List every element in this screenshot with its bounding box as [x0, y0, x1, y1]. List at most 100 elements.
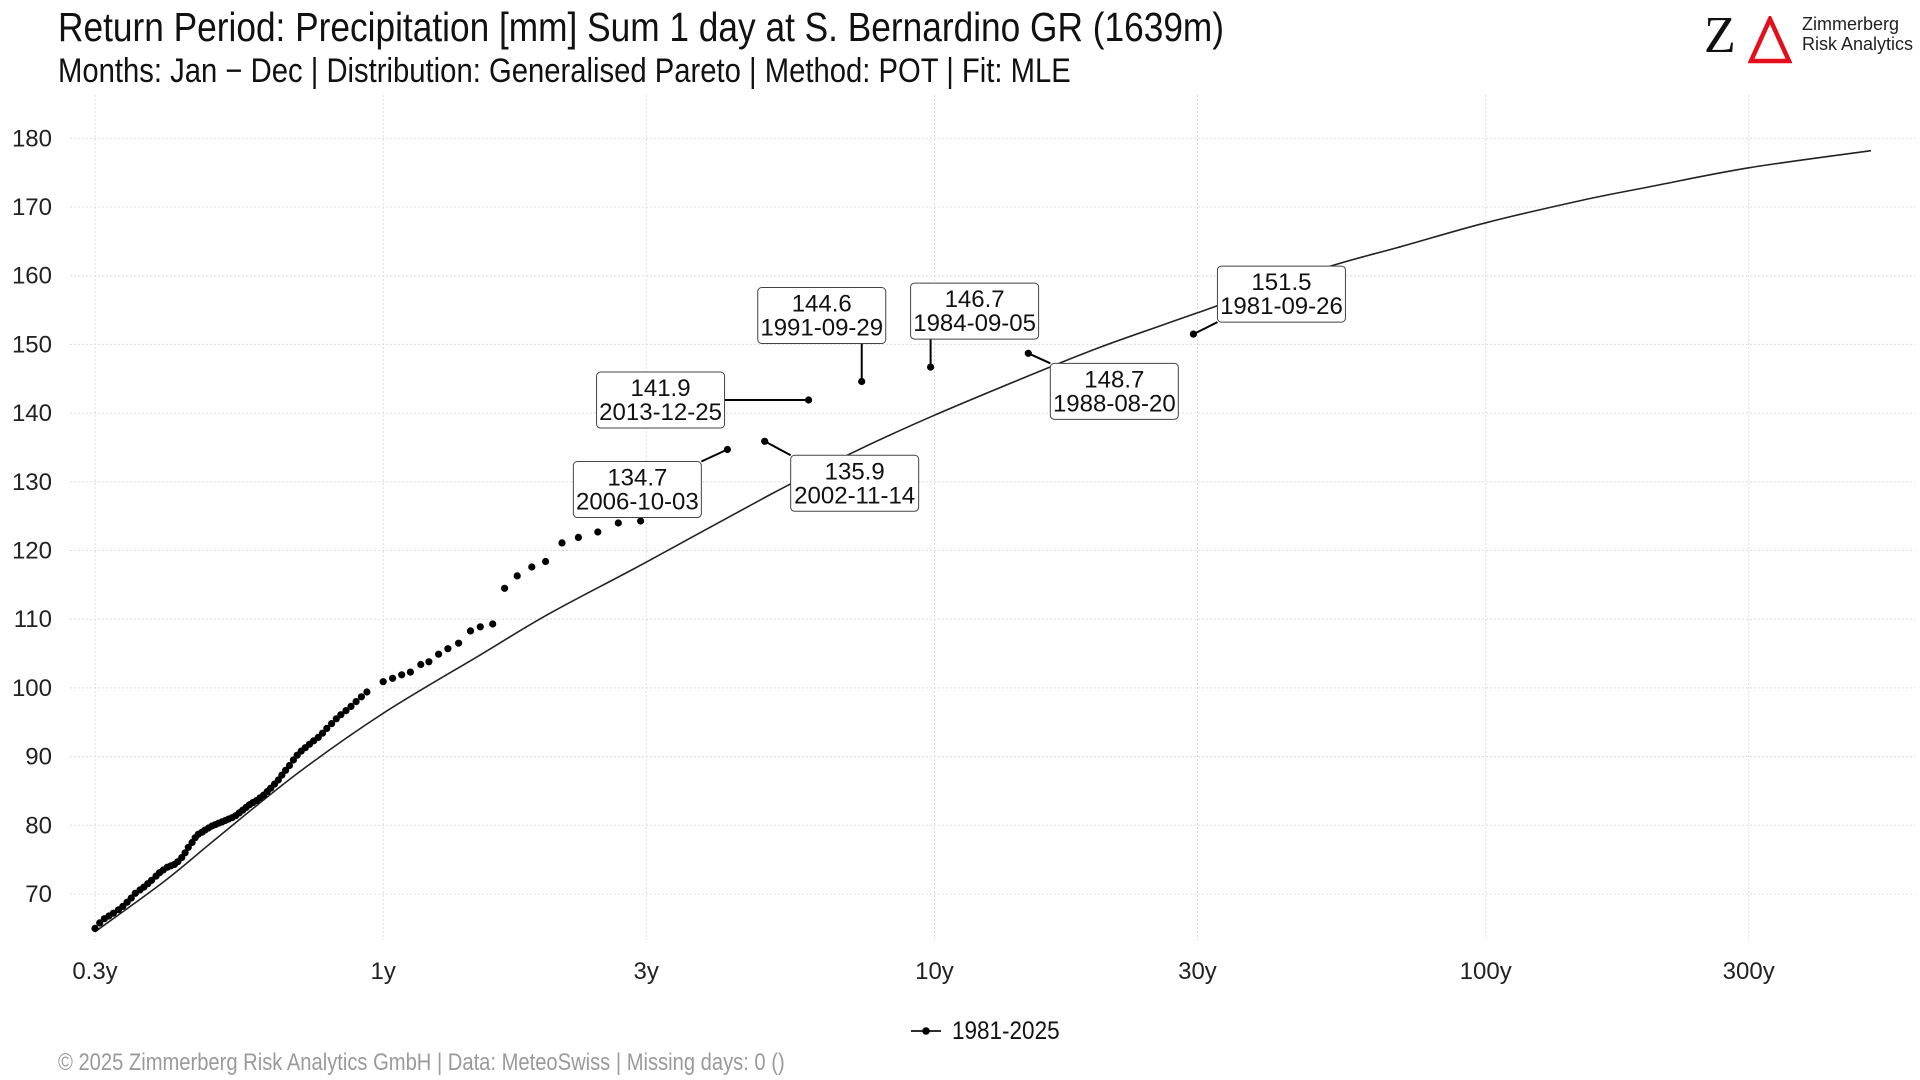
annotation-box — [1049, 362, 1179, 420]
annotation-leader — [764, 440, 792, 457]
data-point — [406, 668, 414, 676]
annotation-box — [596, 371, 726, 429]
annotation-date: 2002-11-14 — [794, 482, 915, 509]
data-point — [594, 528, 602, 536]
data-point — [282, 766, 290, 774]
data-point — [858, 377, 866, 386]
x-tick-label: 10y — [915, 958, 954, 985]
data-point — [805, 396, 813, 404]
legend-key-icon — [911, 1027, 941, 1035]
annotation-value: 141.9 — [631, 375, 691, 402]
data-point — [184, 843, 192, 851]
data-point — [323, 724, 331, 733]
annotation-date: 2013-12-25 — [599, 399, 722, 426]
annotation-leaders — [700, 321, 1218, 463]
data-point — [352, 698, 360, 706]
annotation-value: 148.7 — [1084, 366, 1144, 393]
data-point — [357, 693, 365, 701]
y-tick-label: 160 — [12, 263, 52, 290]
data-point — [466, 627, 475, 635]
y-tick-label: 170 — [12, 194, 52, 221]
grid — [70, 95, 1915, 940]
annotation-value: 134.7 — [607, 465, 667, 492]
data-point — [927, 363, 935, 371]
data-point — [342, 707, 350, 715]
data-point — [328, 720, 336, 728]
data-point — [501, 584, 509, 592]
annotation-leader — [1027, 352, 1051, 365]
data-point — [542, 557, 550, 566]
chart-subtitle: Months: Jan − Dec | Distribution: Genera… — [58, 52, 1071, 90]
x-axis-ticks: 0.3y 1y 3y 10y 30y 100y 300y — [72, 958, 1774, 985]
x-tick-label: 3y — [634, 958, 659, 985]
data-point — [417, 660, 425, 669]
data-point — [558, 539, 566, 547]
x-tick-label: 300y — [1723, 958, 1775, 985]
data-point — [425, 658, 433, 666]
data-point — [455, 639, 463, 647]
y-axis-ticks: 70 80 90 100 110 120 130 140 150 160 170 180 — [12, 125, 52, 908]
annotation-date: 1991-09-29 — [760, 314, 883, 341]
data-point — [476, 623, 484, 631]
x-tick-label: 100y — [1460, 958, 1512, 985]
y-tick-label: 150 — [12, 331, 52, 358]
x-tick-label: 30y — [1178, 958, 1217, 985]
annotation-value: 144.6 — [792, 290, 852, 317]
data-points — [91, 330, 1197, 933]
data-point — [435, 650, 443, 658]
data-point — [574, 533, 583, 542]
logo-delta-icon — [1748, 16, 1792, 64]
annotation-date: 1981-09-26 — [1220, 293, 1343, 320]
data-point — [337, 711, 345, 719]
data-point — [398, 671, 406, 679]
y-tick-label: 100 — [12, 675, 52, 702]
data-point — [332, 715, 340, 723]
y-tick-label: 90 — [25, 744, 52, 771]
data-point — [318, 729, 327, 737]
fitted-curve — [94, 149, 1872, 933]
data-point — [289, 756, 297, 764]
x-tick-label: 0.3y — [72, 958, 117, 985]
data-point — [513, 572, 521, 580]
y-tick-label: 80 — [25, 812, 52, 839]
data-point — [614, 519, 622, 527]
y-tick-label: 180 — [12, 125, 52, 152]
y-tick-label: 110 — [14, 606, 52, 633]
legend-label: 1981-2025 — [952, 1016, 1060, 1045]
annotation-box — [790, 454, 920, 512]
annotation-date: 1984-09-05 — [913, 310, 1036, 337]
data-point — [761, 437, 769, 445]
zimmerberg-logo: Z Zimmerberg Risk Analytics — [1704, 8, 1913, 64]
annotation-box — [1216, 265, 1346, 323]
data-point — [109, 909, 117, 917]
data-point — [96, 919, 104, 927]
logo-z-glyph: Z — [1704, 7, 1736, 64]
data-point — [127, 894, 135, 902]
data-point — [723, 445, 732, 454]
annotation-box — [757, 286, 887, 344]
y-tick-label: 130 — [12, 469, 52, 496]
data-point — [347, 702, 355, 711]
data-point — [181, 849, 189, 857]
annotation-value: 135.9 — [825, 458, 885, 485]
annotation-value: 146.7 — [945, 286, 1005, 313]
data-point — [1024, 349, 1032, 357]
annotation-box — [572, 461, 702, 519]
annotation-date: 2006-10-03 — [576, 489, 699, 516]
chart-title: Return Period: Precipitation [mm] Sum 1 … — [58, 4, 1225, 50]
data-point — [91, 924, 99, 933]
data-point — [489, 620, 497, 628]
data-point — [389, 674, 397, 682]
annotation-leader — [1193, 321, 1218, 335]
legend: 1981-2025 — [908, 1016, 1072, 1046]
logo-line-1: Zimmerberg — [1802, 14, 1900, 34]
y-tick-label: 140 — [12, 400, 52, 427]
x-tick-label: 1y — [371, 958, 396, 985]
y-tick-label: 120 — [12, 538, 52, 565]
